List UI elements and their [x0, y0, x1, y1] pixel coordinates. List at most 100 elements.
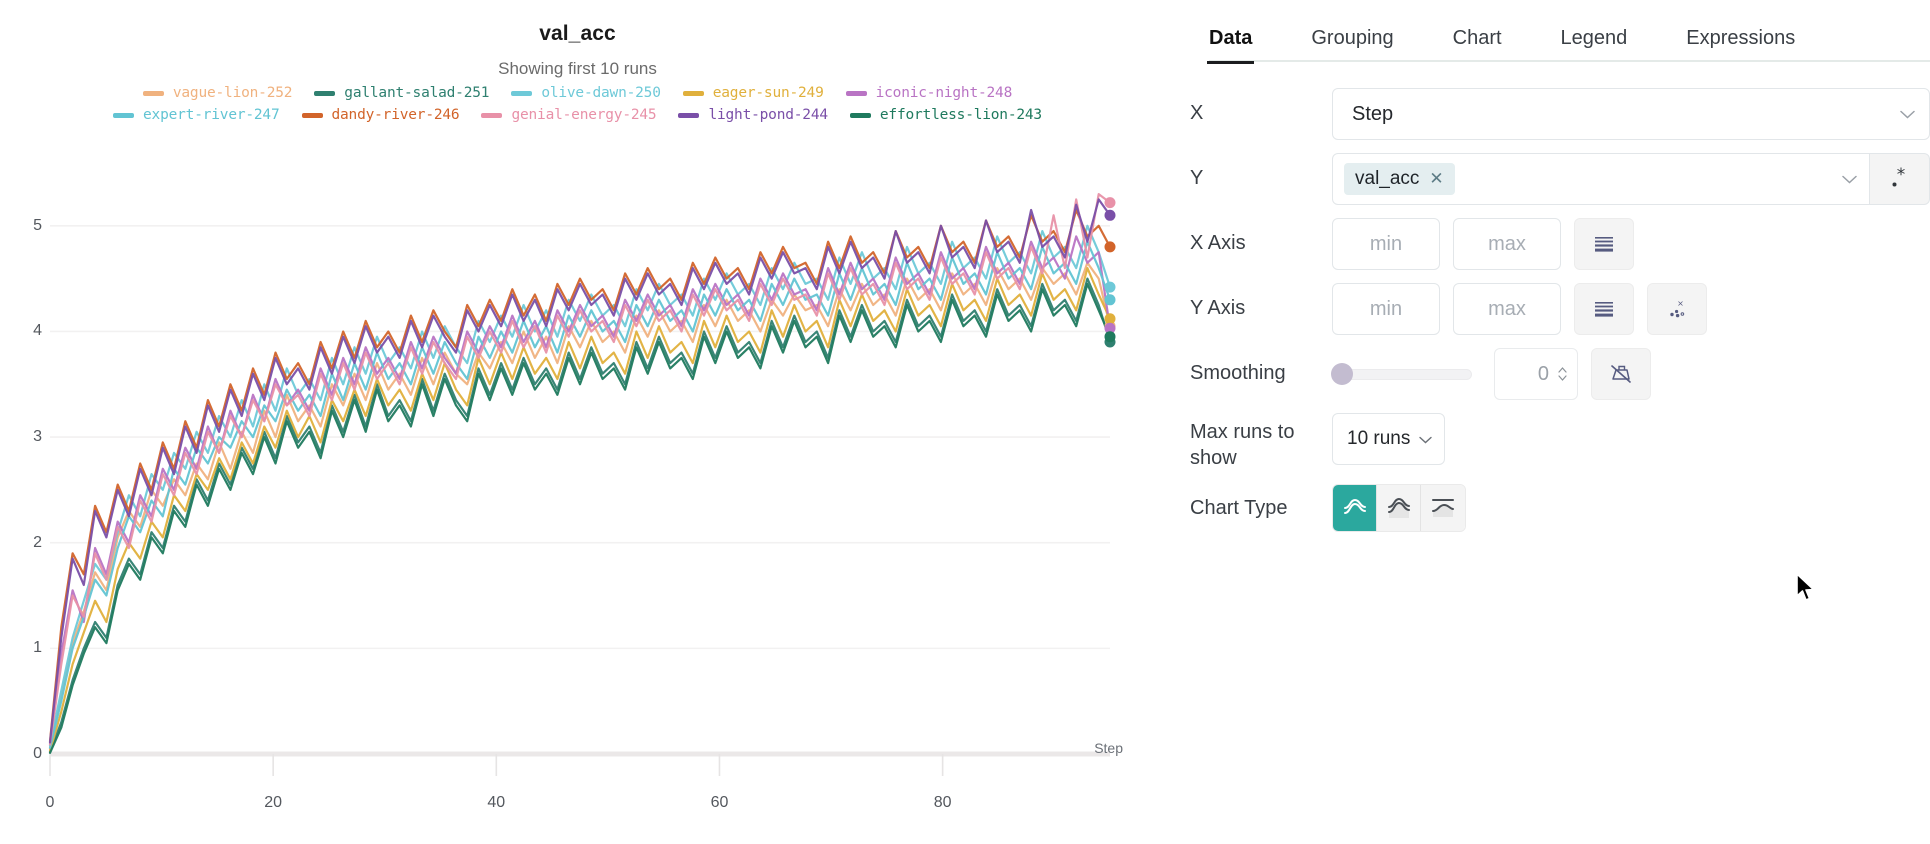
max-runs-select[interactable]: 10 runs	[1332, 413, 1445, 465]
legend-item-label: eager-sun-249	[712, 85, 824, 101]
series-endpoint-marker[interactable]	[1104, 313, 1116, 325]
chart-type-label: Chart Type	[1190, 497, 1288, 519]
smoothing-value-input[interactable]: 0	[1494, 348, 1578, 400]
tab-bar: Data Grouping Chart Legend Expressions	[1190, 0, 1930, 64]
x-axis-control-row: X Axis min max	[1190, 218, 1930, 270]
svg-text:*: *	[1896, 166, 1905, 185]
legend-item[interactable]: dandy-river-246	[301, 104, 460, 126]
tab-label: Grouping	[1311, 27, 1394, 49]
tab-grouping[interactable]: Grouping	[1311, 27, 1393, 62]
y-axis-log-scale-button[interactable]	[1574, 283, 1634, 335]
chevron-down-icon	[1900, 107, 1915, 122]
outliers-icon: ×	[1670, 299, 1685, 318]
x-tick-label: 40	[487, 794, 506, 811]
y-axis-max-text: max	[1488, 297, 1526, 320]
legend-item-label: light-pond-244	[708, 107, 828, 123]
y-metric-chip-label: val_acc	[1355, 168, 1420, 189]
legend-item[interactable]: expert-river-247	[113, 104, 280, 126]
series-endpoint-marker[interactable]	[1104, 294, 1116, 306]
x-tick-label: 80	[933, 794, 952, 811]
series-endpoint-marker[interactable]	[1104, 322, 1116, 334]
series-line[interactable]	[48, 267, 1112, 752]
x-axis-log-scale-button[interactable]	[1574, 218, 1634, 270]
tab-label: Chart	[1452, 27, 1502, 49]
y-axis-label: Y Axis	[1190, 297, 1246, 319]
plot-area[interactable]	[0, 110, 1155, 810]
series-endpoint-marker[interactable]	[1104, 331, 1116, 343]
y-tick-label: 4	[33, 322, 42, 340]
series-line[interactable]	[48, 277, 1112, 754]
x-tick-label: 0	[45, 794, 55, 811]
legend-item[interactable]: light-pond-244	[678, 104, 828, 126]
series-endpoint-marker[interactable]	[1104, 197, 1116, 209]
legend-item[interactable]: olive-dawn-250	[511, 82, 661, 104]
smoothing-control-row: Smoothing 0	[1190, 348, 1930, 400]
legend-item[interactable]: genial-energy-245	[481, 104, 657, 126]
legend-color-swatch	[301, 112, 323, 118]
chevron-down-icon	[1419, 432, 1433, 447]
legend-item[interactable]: iconic-night-248	[845, 82, 1012, 104]
smoothing-slider-thumb[interactable]	[1331, 363, 1353, 385]
chevron-down-icon[interactable]	[1842, 172, 1857, 187]
line-chart-button[interactable]	[1333, 485, 1377, 531]
x-select[interactable]: Step	[1332, 88, 1930, 140]
y-control-row: Y val_acc ✕ *	[1190, 153, 1930, 205]
regex-icon: *	[1892, 166, 1905, 187]
legend-item[interactable]: eager-sun-249	[682, 82, 824, 104]
stacked-area-chart-button[interactable]	[1421, 485, 1465, 531]
x-control-row: X Step	[1190, 88, 1930, 140]
x-tick-label: 60	[710, 794, 729, 811]
y-tick-label: 5	[33, 216, 42, 234]
settings-panel: Data Grouping Chart Legend Expressions X Ste…	[1190, 0, 1930, 844]
area-chart-button[interactable]	[1377, 485, 1421, 531]
legend-item[interactable]: effortless-lion-243	[849, 104, 1042, 126]
y-multiselect[interactable]: val_acc ✕	[1332, 153, 1870, 205]
max-runs-control-row: Max runs to show 10 runs	[1190, 413, 1930, 471]
series-line[interactable]	[48, 198, 1112, 744]
close-icon[interactable]: ✕	[1429, 169, 1444, 188]
y-axis-min-input[interactable]: min	[1332, 283, 1440, 335]
series-endpoint-marker[interactable]	[1104, 209, 1116, 221]
series-endpoint-marker[interactable]	[1104, 281, 1116, 293]
y-tick-label: 0	[33, 745, 42, 762]
x-axis-title: Step	[1094, 740, 1123, 756]
series-line[interactable]	[48, 192, 1112, 746]
smoothing-type-button[interactable]	[1591, 348, 1651, 400]
series-endpoint-marker[interactable]	[1104, 241, 1116, 253]
smoothing-slider-track[interactable]	[1331, 363, 1472, 385]
chart-title: val_acc	[539, 22, 616, 45]
legend-color-swatch	[845, 90, 867, 96]
log-scale-icon	[1595, 237, 1613, 252]
data-controls: X Step Y val_acc ✕	[1190, 62, 1930, 532]
y-tick-label: 3	[33, 428, 42, 446]
legend-item-label: genial-energy-245	[511, 107, 657, 123]
legend-caption: Showing first 10 runs	[498, 59, 657, 78]
y-axis-outliers-button[interactable]: ×	[1647, 283, 1707, 335]
y-tick-label: 2	[33, 533, 42, 551]
chart-panel: val_acc Showing first 10 runs vague-lion…	[0, 22, 1815, 811]
legend-item-label: expert-river-247	[143, 107, 280, 123]
legend-item[interactable]: vague-lion-252	[142, 82, 292, 104]
y-axis-max-input[interactable]: max	[1453, 283, 1561, 335]
tab-legend[interactable]: Legend	[1561, 27, 1628, 62]
tab-expressions[interactable]: Expressions	[1686, 27, 1795, 62]
tab-chart[interactable]: Chart	[1453, 27, 1502, 62]
line-chart-icon	[1343, 498, 1366, 514]
legend-color-swatch	[113, 112, 135, 118]
legend-color-swatch	[511, 90, 533, 96]
tab-data[interactable]: Data	[1206, 27, 1255, 64]
svg-text:×: ×	[1677, 299, 1684, 308]
stacked-area-chart-icon	[1432, 499, 1454, 517]
series-line[interactable]	[48, 261, 1112, 750]
stepper-icon[interactable]	[1557, 365, 1568, 383]
legend-item[interactable]: gallant-salad-251	[314, 82, 490, 104]
series-line[interactable]	[48, 282, 1112, 755]
y-label: Y	[1190, 167, 1204, 189]
smoothing-slider[interactable]	[1331, 348, 1472, 400]
x-select-value: Step	[1352, 102, 1394, 125]
x-axis-max-input[interactable]: max	[1453, 218, 1561, 270]
x-axis-min-input[interactable]: min	[1332, 218, 1440, 270]
y-metric-chip[interactable]: val_acc ✕	[1344, 163, 1455, 195]
regex-toggle-button[interactable]: *	[1870, 153, 1930, 205]
chart-type-control-row: Chart Type	[1190, 484, 1930, 532]
